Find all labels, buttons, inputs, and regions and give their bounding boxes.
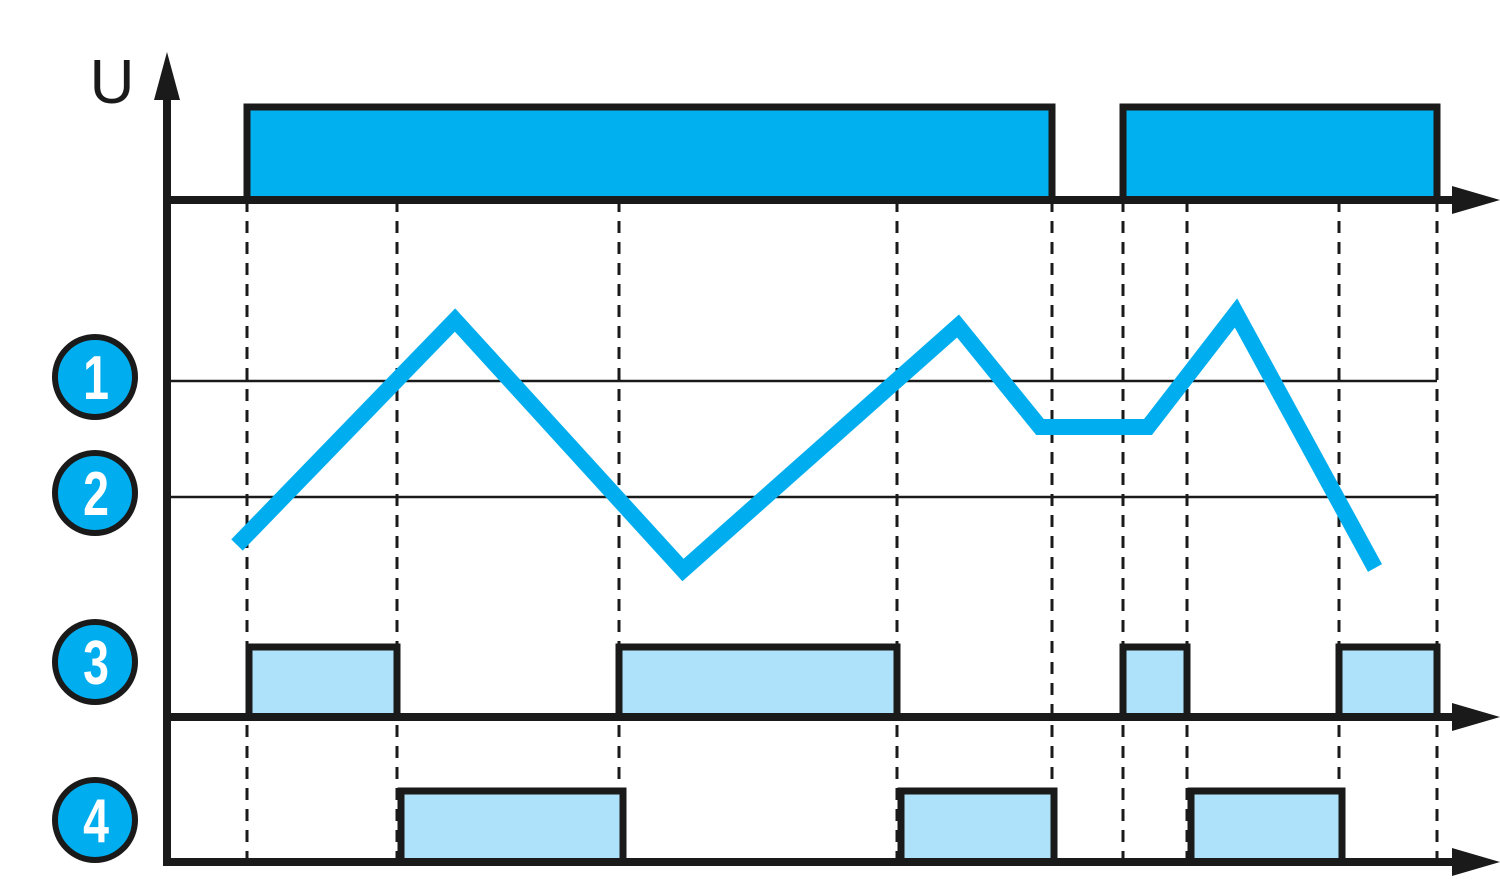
marker-circle: [52, 619, 138, 705]
marker-label: 1: [83, 342, 109, 412]
relay-4-pulse: [897, 787, 1058, 862]
supply-on-pulse: [243, 103, 1056, 200]
supply-on-pulse: [1119, 103, 1441, 200]
axes: [154, 52, 1500, 876]
relay-4-pulse: [397, 787, 627, 862]
time-dashed-guides: [245, 200, 1439, 862]
time-axis-arrow-icon: [1452, 186, 1500, 214]
marker-label: 3: [83, 627, 109, 697]
relay-3-pulse: [1119, 643, 1191, 717]
relay-3-pulse: [1335, 643, 1441, 717]
relay-output-4-track: [397, 787, 1346, 862]
relay-3-pulse: [615, 643, 901, 717]
threshold-lines: [170, 379, 1437, 499]
y-axis-label: U: [90, 48, 135, 117]
supply-voltage-track: [243, 103, 1441, 200]
marker-label: 4: [83, 785, 109, 855]
relay-output-3-track: [245, 643, 1441, 717]
marker-circle: [52, 450, 138, 536]
markers: 1 2 3 4: [52, 334, 138, 863]
time-axis-arrow-icon: [1452, 848, 1500, 876]
relay-3-pulse: [245, 643, 401, 717]
marker-circle: [52, 334, 138, 420]
y-axis-arrow-icon: [154, 52, 180, 100]
measured-signal-line: [231, 298, 1383, 582]
relay-4-pulse: [1187, 787, 1346, 862]
marker-label: 2: [83, 458, 109, 528]
time-axis-arrow-icon: [1452, 703, 1500, 731]
marker-circle: [52, 777, 138, 863]
